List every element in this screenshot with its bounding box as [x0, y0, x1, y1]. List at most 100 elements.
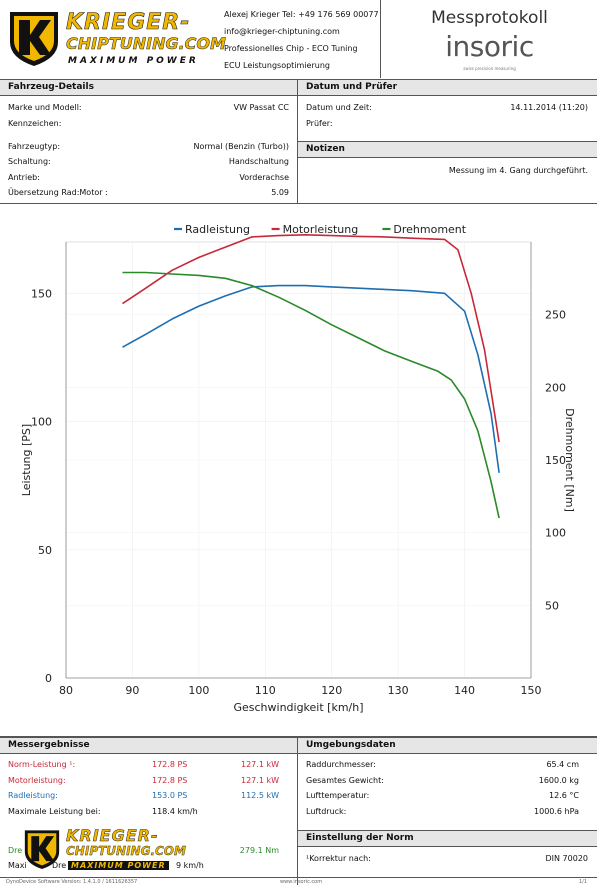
result-value-ps: 153.0 PS [152, 791, 188, 800]
brand-line2-small: CHIPTUNING.COM [66, 844, 186, 858]
series-line-motorleistung [122, 233, 500, 443]
y-tick-label: 150 [31, 287, 52, 300]
result-value-ps: 172.8 PS [152, 760, 188, 769]
env-value: 1600.0 kg [538, 776, 579, 785]
contact-line: Alexej Krieger Tel: +49 176 569 00077 [224, 10, 379, 19]
x-axis-title: Geschwindigkeit [km/h] [233, 701, 363, 714]
vehicle-label: Schaltung: [8, 157, 51, 166]
vehicle-value: Handschaltung [228, 157, 289, 166]
vehicle-label: Kennzeichen: [8, 119, 62, 128]
vehicle-label: Antrieb: [8, 173, 40, 182]
result-value: 118.4 km/h [152, 807, 198, 816]
chart-area: 80 90 100 110 120 130 140 150 0 50 100 150 50 100 150 2… [0, 205, 597, 735]
series-line-drehmoment [122, 271, 500, 519]
y-tick-label: 50 [38, 544, 52, 557]
header: KRIEGER- CHIPTUNING.COM MAXIMUM POWER Al… [0, 0, 597, 78]
env-value: 12.6 °C [549, 791, 579, 800]
y2-tick-label: 100 [545, 527, 566, 540]
brand-tagline-small: MAXIMUM POWER [68, 861, 169, 870]
norm-label: ¹Korrektur nach: [306, 854, 371, 863]
x-tick-label: 90 [125, 684, 139, 697]
inspector-label: Prüfer: [306, 119, 333, 128]
footer-software: DynoDevice Software Version: 1.4.1.0 / 1… [6, 879, 138, 885]
footer-website: www.insoric.com [280, 879, 323, 885]
torque-value: 279.1 Nm [239, 846, 279, 855]
date-value: 14.11.2014 (11:20) [510, 103, 588, 112]
torque-label-partial-2: Dre [52, 861, 67, 870]
result-value-kw: 127.1 kW [241, 760, 279, 769]
y2-tick-label: 200 [545, 381, 566, 394]
vehicle-value: Normal (Benzin (Turbo)) [193, 142, 290, 151]
krieger-shield-icon [10, 12, 58, 66]
contact-block: Alexej Krieger Tel: +49 176 569 00077 in… [224, 6, 380, 74]
vehicle-label: Fahrzeugtyp: [8, 142, 61, 151]
chart-bottom-divider [0, 736, 597, 737]
env-label: Luftdruck: [306, 807, 347, 816]
result-label: Maximale Leistung bei: [8, 807, 101, 816]
x-tick-label: 150 [521, 684, 542, 697]
vehicle-label: Übersetzung Rad:Motor : [8, 188, 108, 197]
footer-divider [0, 877, 597, 878]
protocol-title: Messprotokoll [431, 8, 548, 28]
env-label: Raddurchmesser: [306, 760, 376, 769]
y2-tick-label: 250 [545, 309, 566, 322]
header-divider [380, 0, 381, 78]
vertical-divider [297, 79, 298, 204]
brand-line1-small: KRIEGER- [66, 826, 159, 846]
insoric-logo: insoric [445, 30, 534, 63]
y2-tick-label: 50 [545, 599, 559, 612]
date-label: Datum und Zeit: [306, 103, 372, 112]
contact-line: info@krieger-chiptuning.com [224, 27, 340, 36]
env-label: Lufttemperatur: [306, 791, 370, 800]
dyno-chart: 80 90 100 110 120 130 140 150 0 50 100 150 50 100 150 2… [20, 223, 576, 714]
x-tick-label: 80 [59, 684, 73, 697]
test-section-title: Datum und Prüfer [298, 79, 597, 96]
y2-tick-label: 150 [545, 454, 566, 467]
section-bottom-divider [0, 203, 597, 204]
torque-label-partial: Dre [8, 846, 23, 855]
env-value: 65.4 cm [546, 760, 579, 769]
krieger-shield-icon [24, 830, 60, 869]
max-label-partial: Maxi [8, 861, 27, 870]
y2-axis-title: Drehmoment [Nm] [563, 408, 576, 512]
brand-tagline: MAXIMUM POWER [68, 56, 199, 66]
brand-line2: CHIPTUNING.COM [66, 34, 226, 54]
result-label: Norm-Leistung ¹: [8, 760, 76, 769]
notes-section-title: Notizen [298, 141, 597, 158]
brand-line1: KRIEGER- [66, 10, 191, 36]
y-tick-label: 0 [45, 672, 52, 685]
result-label: Motorleistung: [8, 776, 66, 785]
legend-label: Drehmoment [393, 223, 466, 236]
footer-page: 1/1 [578, 879, 587, 885]
notes-text: Messung im 4. Gang durchgeführt. [448, 166, 588, 175]
x-tick-label: 100 [188, 684, 209, 697]
vehicle-value: Vorderachse [239, 173, 289, 182]
result-value-ps: 172.8 PS [152, 776, 188, 785]
env-label: Gesamtes Gewicht: [306, 776, 384, 785]
env-value: 1000.6 hPa [534, 807, 579, 816]
vehicle-value: 5.09 [271, 188, 289, 197]
vehicle-value: VW Passat CC [233, 103, 289, 112]
x-tick-label: 140 [454, 684, 475, 697]
vehicle-section-title: Fahrzeug-Details [0, 79, 298, 96]
insoric-subtitle: swiss precision measuring [463, 66, 516, 71]
norm-section-title: Einstellung der Norm [298, 830, 597, 847]
vertical-divider [297, 737, 298, 885]
series-line-radleistung [122, 284, 500, 473]
x-tick-label: 120 [321, 684, 342, 697]
y-tick-label: 100 [31, 416, 52, 429]
result-value-kw: 127.1 kW [241, 776, 279, 785]
x-tick-label: 110 [255, 684, 276, 697]
krieger-logo-small: KRIEGER- CHIPTUNING.COM MAXIMUM POWER [22, 826, 186, 874]
y-axis-title: Leistung [PS] [20, 424, 33, 496]
environment-section-title: Umgebungsdaten [298, 737, 597, 754]
contact-line: ECU Leistungsoptimierung [224, 61, 330, 70]
max-torque-speed-partial: 9 km/h [176, 861, 204, 870]
x-tick-label: 130 [388, 684, 409, 697]
norm-value: DIN 70020 [545, 854, 589, 863]
result-label: Radleistung: [8, 791, 58, 800]
results-section-title: Messergebnisse [0, 737, 298, 754]
legend-label: Motorleistung [283, 223, 359, 236]
contact-line: Professionelles Chip - ECO Tuning [224, 44, 358, 53]
result-value-kw: 112.5 kW [241, 791, 279, 800]
